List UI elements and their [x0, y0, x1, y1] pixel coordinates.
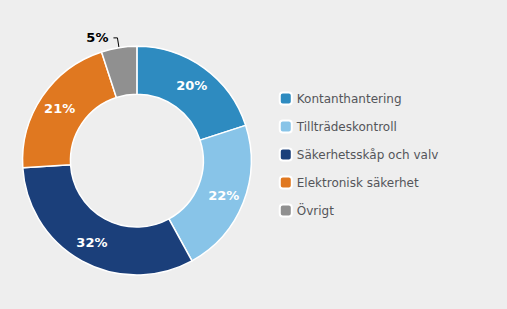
svg-text:Elektronisk säkerhet: Elektronisk säkerhet [297, 176, 419, 190]
svg-text:20%: 20% [176, 78, 207, 93]
svg-text:Övrigt: Övrigt [297, 202, 334, 218]
svg-text:22%: 22% [208, 188, 239, 203]
svg-text:32%: 32% [76, 235, 107, 250]
svg-text:Säkerhetsskåp och valv: Säkerhetsskåp och valv [297, 148, 439, 162]
svg-text:Tillträdeskontroll: Tillträdeskontroll [296, 120, 397, 134]
svg-text:Kontanthantering: Kontanthantering [297, 92, 402, 106]
svg-text:5%: 5% [86, 30, 108, 45]
svg-text:21%: 21% [44, 101, 75, 116]
